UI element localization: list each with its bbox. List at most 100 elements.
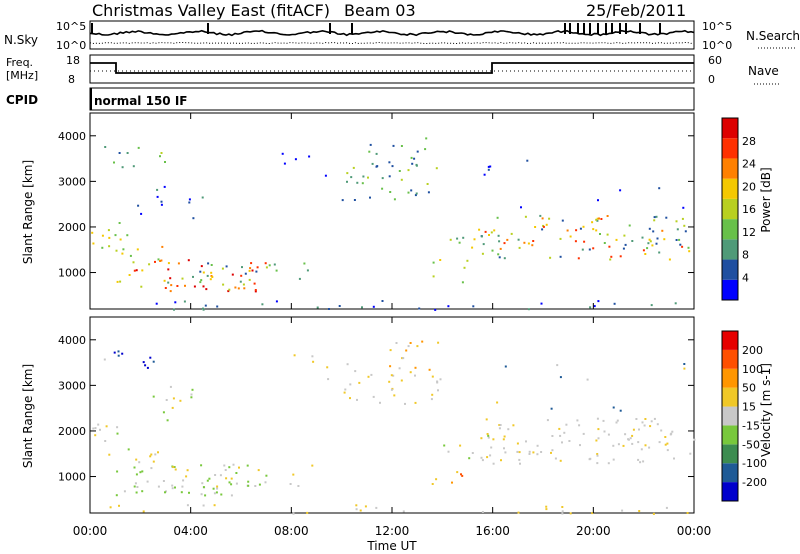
heatmap-cell (160, 152, 163, 154)
heatmap-cell (127, 448, 130, 451)
colorbar-swatch (722, 331, 738, 350)
heatmap-cell (518, 246, 521, 249)
heatmap-cell (159, 260, 162, 262)
heatmap-cell (200, 464, 203, 467)
heatmap-cell (595, 218, 598, 221)
heatmap-cell (595, 229, 598, 232)
heatmap-cell (520, 206, 522, 209)
heatmap-cell (160, 200, 163, 203)
heatmap-cell (104, 440, 107, 442)
heatmap-cell (155, 302, 158, 305)
heatmap-cell (381, 177, 384, 180)
heatmap-cell (550, 451, 552, 454)
heatmap-cell (481, 459, 484, 462)
heatmap-cell (177, 262, 180, 265)
heatmap-cell (171, 484, 174, 487)
heatmap-cell (136, 486, 139, 488)
heatmap-cell (447, 305, 450, 308)
heatmap-cell (215, 491, 218, 494)
heatmap-cell (150, 453, 153, 456)
heatmap-cell (621, 509, 624, 512)
heatmap-cell (497, 234, 500, 237)
heatmap-cell (97, 423, 100, 426)
heatmap-cell (298, 277, 301, 280)
heatmap-cell (169, 385, 172, 388)
heatmap-cell (161, 245, 164, 248)
colorbar-tick-label: -200 (742, 476, 767, 489)
heatmap-cell (681, 217, 684, 220)
heatmap-cell (655, 215, 658, 218)
heatmap-cell (484, 230, 487, 233)
heatmap-cell (528, 453, 531, 455)
heatmap-cell (617, 443, 620, 446)
heatmap-cell (596, 217, 599, 220)
y-tick-label: 4000 (58, 334, 86, 347)
heatmap-cell (684, 230, 687, 233)
heatmap-cell (588, 248, 591, 251)
heatmap-cell (504, 365, 507, 368)
heatmap-cell (400, 145, 403, 147)
x-tick-label: 00:00 (73, 524, 108, 538)
colorbar-swatch (722, 368, 738, 388)
heatmap-cell (652, 230, 655, 233)
heatmap-cell (265, 474, 268, 477)
colorbar-tick-label: 16 (742, 203, 756, 216)
heatmap-cell (202, 486, 205, 489)
heatmap-cell (341, 199, 344, 202)
heatmap-cell (149, 455, 152, 458)
heatmap-cell (133, 269, 136, 272)
heatmap-cell (527, 242, 530, 245)
heatmap-cell (615, 421, 618, 424)
heatmap-cell (356, 398, 358, 401)
heatmap-cell (499, 247, 502, 250)
heatmap-cell (413, 157, 416, 160)
heatmap-cell (361, 306, 363, 309)
heatmap-cell (550, 407, 553, 410)
heatmap-cell (142, 510, 145, 513)
heatmap-cell (428, 368, 431, 371)
heatmap-cell (486, 456, 489, 459)
heatmap-cell (407, 345, 410, 348)
power-heatmap-cells (91, 137, 691, 311)
heatmap-cell (190, 393, 193, 396)
heatmap-cell (545, 505, 548, 508)
heatmap-cell (503, 447, 505, 450)
heatmap-cell (146, 480, 149, 483)
nsky-tick-bottom: 10^0 (56, 39, 86, 52)
heatmap-cell (352, 166, 355, 169)
heatmap-cell (608, 245, 611, 248)
heatmap-cell (137, 146, 140, 149)
heatmap-cell (489, 454, 492, 457)
heatmap-cell (231, 273, 234, 276)
heatmap-cell (561, 506, 564, 508)
heatmap-cell (248, 278, 251, 281)
colorbar-tick-label: -100 (742, 457, 767, 470)
heatmap-cell (136, 248, 139, 251)
heatmap-cell (627, 438, 630, 441)
heatmap-cell (244, 272, 247, 275)
heatmap-cell (222, 283, 225, 286)
heatmap-cell (558, 427, 561, 430)
nsearch-label: N.Search (746, 29, 800, 43)
heatmap-cell (312, 360, 315, 363)
heatmap-cell (554, 457, 557, 460)
heatmap-cell (541, 217, 544, 220)
heatmap-cell (91, 231, 94, 234)
heatmap-cell (410, 189, 413, 192)
heatmap-cell (292, 473, 295, 476)
heatmap-cell (456, 237, 459, 240)
heatmap-cell (375, 165, 378, 168)
heatmap-cell (492, 462, 495, 465)
heatmap-cell (683, 224, 686, 227)
heatmap-cell (460, 473, 462, 476)
velocity-panel-frame (89, 316, 695, 514)
colorbar-swatch (722, 349, 738, 369)
heatmap-cell (643, 424, 646, 427)
heatmap-cell (559, 459, 562, 462)
heatmap-cell (591, 512, 594, 515)
heatmap-cell (655, 242, 658, 245)
heatmap-cell (297, 485, 300, 487)
heatmap-cell (492, 438, 495, 441)
heatmap-cell (369, 196, 371, 199)
heatmap-cell (532, 240, 535, 242)
